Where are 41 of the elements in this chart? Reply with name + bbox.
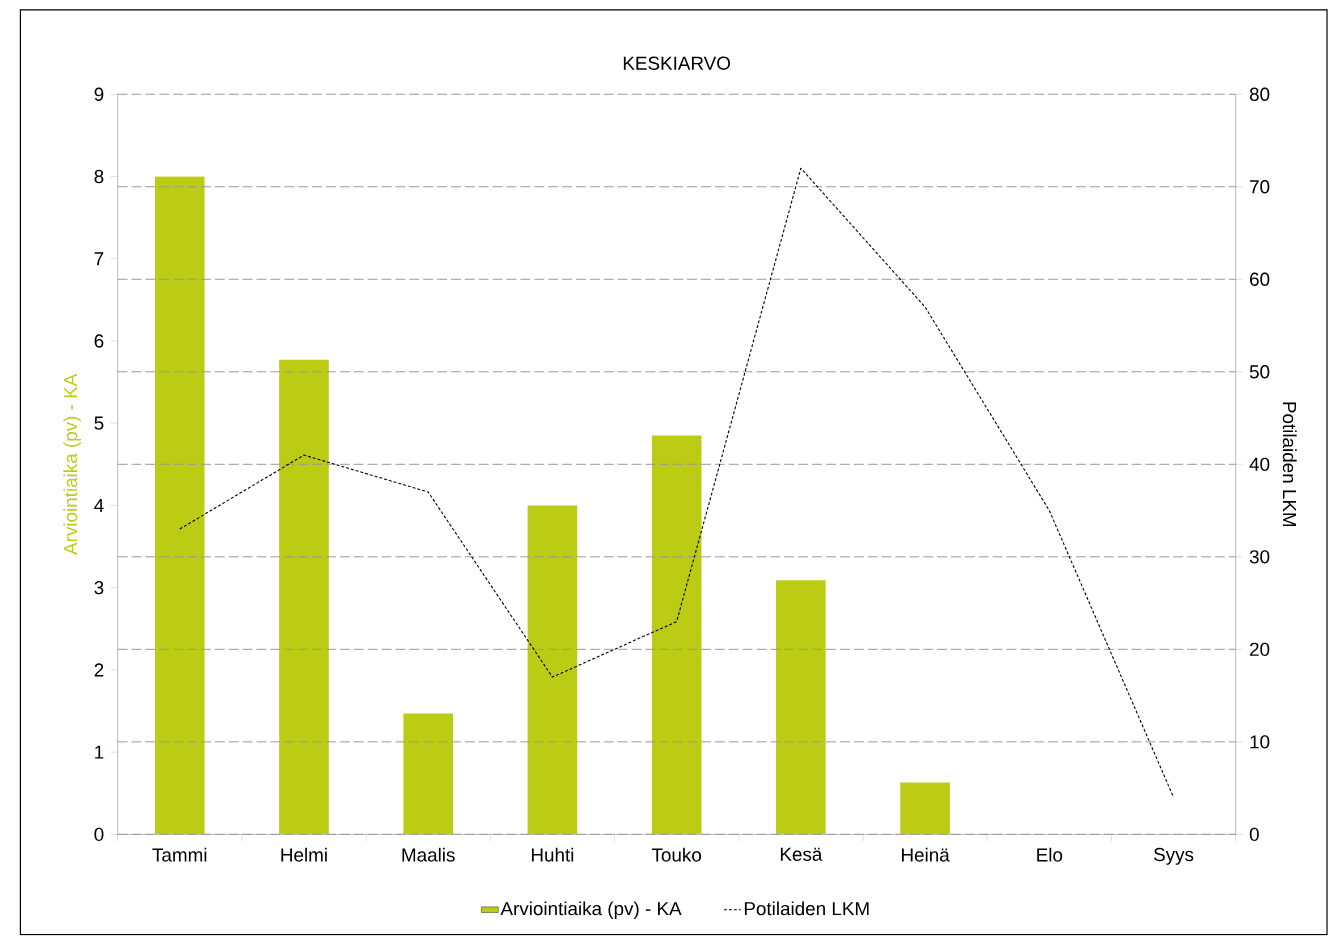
y2-tick-label: 20 <box>1250 642 1270 657</box>
y2-tick-label: 60 <box>1250 272 1270 287</box>
x-tick-label: Huhti <box>531 848 574 862</box>
legend-label: Potilaiden LKM <box>744 901 869 916</box>
chart-title: KESKIARVO <box>623 56 731 71</box>
x-tick-label: Kesä <box>780 848 823 862</box>
bar <box>651 435 702 835</box>
y2-tick-label: 0 <box>1249 827 1259 842</box>
legend-label: Arviointiaika (pv) - KA <box>500 901 682 920</box>
y2-tick-label: 70 <box>1250 180 1270 194</box>
bar <box>154 176 205 835</box>
y-axis-title: Arviointiaika (pv) - KA <box>63 374 81 556</box>
bar <box>776 580 826 835</box>
y2-tick-label: 10 <box>1250 735 1270 749</box>
y-tick-label: 4 <box>94 499 104 513</box>
y-tick-label: 5 <box>94 416 104 430</box>
x-tick-label: Helmi <box>281 848 327 862</box>
y2-axis-title: Potilaiden LKM <box>1282 402 1297 527</box>
y-tick-label: 7 <box>94 252 104 266</box>
x-tick-label: Elo <box>1037 848 1063 862</box>
bar <box>527 505 578 835</box>
bar <box>900 782 950 835</box>
y-tick-label: 9 <box>94 87 104 102</box>
bar <box>403 713 453 835</box>
y-tick-label: 2 <box>94 663 104 677</box>
y2-tick-label: 30 <box>1249 550 1270 564</box>
bar <box>279 360 329 835</box>
x-tick-label: Syys <box>1153 848 1194 866</box>
y-tick-label: 8 <box>94 170 104 184</box>
y2-tick-label: 50 <box>1249 365 1270 379</box>
x-tick-label: Heinä <box>902 848 950 862</box>
y-tick-label: 3 <box>94 581 104 595</box>
y2-tick-label: 80 <box>1249 87 1270 102</box>
y2-tick-label: 40 <box>1249 457 1270 472</box>
y-tick-label: 1 <box>95 745 104 759</box>
line-series <box>179 167 1175 799</box>
x-tick-label: Touko <box>651 848 702 862</box>
y-tick-label: 0 <box>94 827 104 842</box>
x-tick-label: Tammi <box>152 848 207 862</box>
y-tick-label: 6 <box>94 334 104 348</box>
x-tick-label: Maalis <box>402 848 455 862</box>
